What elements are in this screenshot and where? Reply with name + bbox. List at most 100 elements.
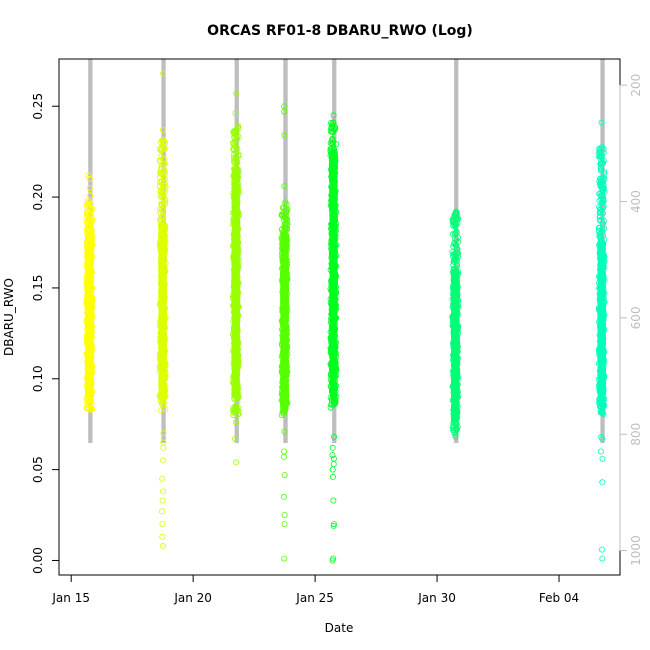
data-point [161,138,168,145]
data-point [84,204,91,211]
data-point [160,367,167,374]
data-point [86,250,93,257]
data-point [161,180,168,187]
data-point [158,290,165,297]
data-point [161,156,168,163]
data-point [88,241,95,248]
data-point [234,398,241,405]
data-point [87,246,94,253]
outlier-point [159,521,166,528]
data-point [85,382,92,389]
data-point [85,304,92,311]
data-point [160,372,167,379]
outlier-point [159,126,166,133]
data-point [162,361,169,368]
data-point [87,345,94,352]
data-point [161,400,168,407]
data-point [89,297,96,304]
data-point [159,387,166,394]
data-point [157,170,164,177]
data-point [157,298,164,305]
data-point [85,319,92,326]
data-point [87,308,94,315]
series-flight-2 [156,70,169,549]
data-point [86,336,93,343]
data-point [159,284,166,291]
data-point [162,183,169,190]
outlier-point [159,70,166,77]
data-point [158,164,165,171]
data-point [159,263,166,270]
data-point [161,223,168,230]
data-point [87,288,94,295]
data-point [161,145,168,152]
data-point [84,398,91,405]
data-point [85,396,92,403]
data-point [158,323,165,330]
data-point [159,313,166,320]
data-point [158,246,165,253]
outlier-point [85,172,92,179]
outlier-point [159,542,166,549]
data-point [161,160,168,167]
outlier-point [159,475,166,482]
data-point [160,370,167,377]
data-point [87,341,94,348]
data-point [158,170,165,177]
data-point [158,378,165,385]
data-point [158,338,165,345]
data-point [159,349,166,356]
outlier-point [160,457,167,464]
data-point [157,139,164,146]
data-point [160,351,167,358]
points-layer [83,70,608,564]
data-point [87,236,94,243]
outlier-point [159,488,166,495]
data-point [159,357,166,364]
data-point [86,209,93,216]
data-point [158,267,165,274]
outlier-point [159,533,166,540]
data-point [158,153,165,160]
data-point [159,190,166,197]
data-point [231,157,238,164]
data-point [86,383,93,390]
data-point [160,144,167,151]
data-point [158,235,165,242]
data-point [86,352,93,359]
data-point [85,200,92,207]
data-point [87,210,94,217]
data-point [88,318,95,325]
data-point [159,401,166,408]
data-point [158,320,165,327]
data-point [87,327,94,334]
data-point [87,313,94,320]
data-point [160,331,167,338]
data-point [162,267,169,274]
data-point [89,369,96,376]
data-point [158,287,165,294]
data-point [85,287,92,294]
data-point [160,282,167,289]
data-point [87,252,94,259]
outlier-point [87,192,94,199]
data-point [157,187,164,194]
data-point [87,376,94,383]
data-point [158,206,165,213]
data-point [232,224,239,231]
outlier-point [86,184,93,191]
data-point [86,369,93,376]
data-point [157,210,164,217]
data-point [84,198,91,205]
data-point [158,223,165,230]
chart-title: ORCAS RF01-8 DBARU_RWO (Log) [207,23,473,39]
data-point [87,240,94,247]
data-point [88,282,95,289]
data-point [158,380,165,387]
data-point [86,326,93,333]
data-point [158,407,165,414]
data-point [160,280,167,287]
data-point [85,389,92,396]
data-point [158,178,165,185]
